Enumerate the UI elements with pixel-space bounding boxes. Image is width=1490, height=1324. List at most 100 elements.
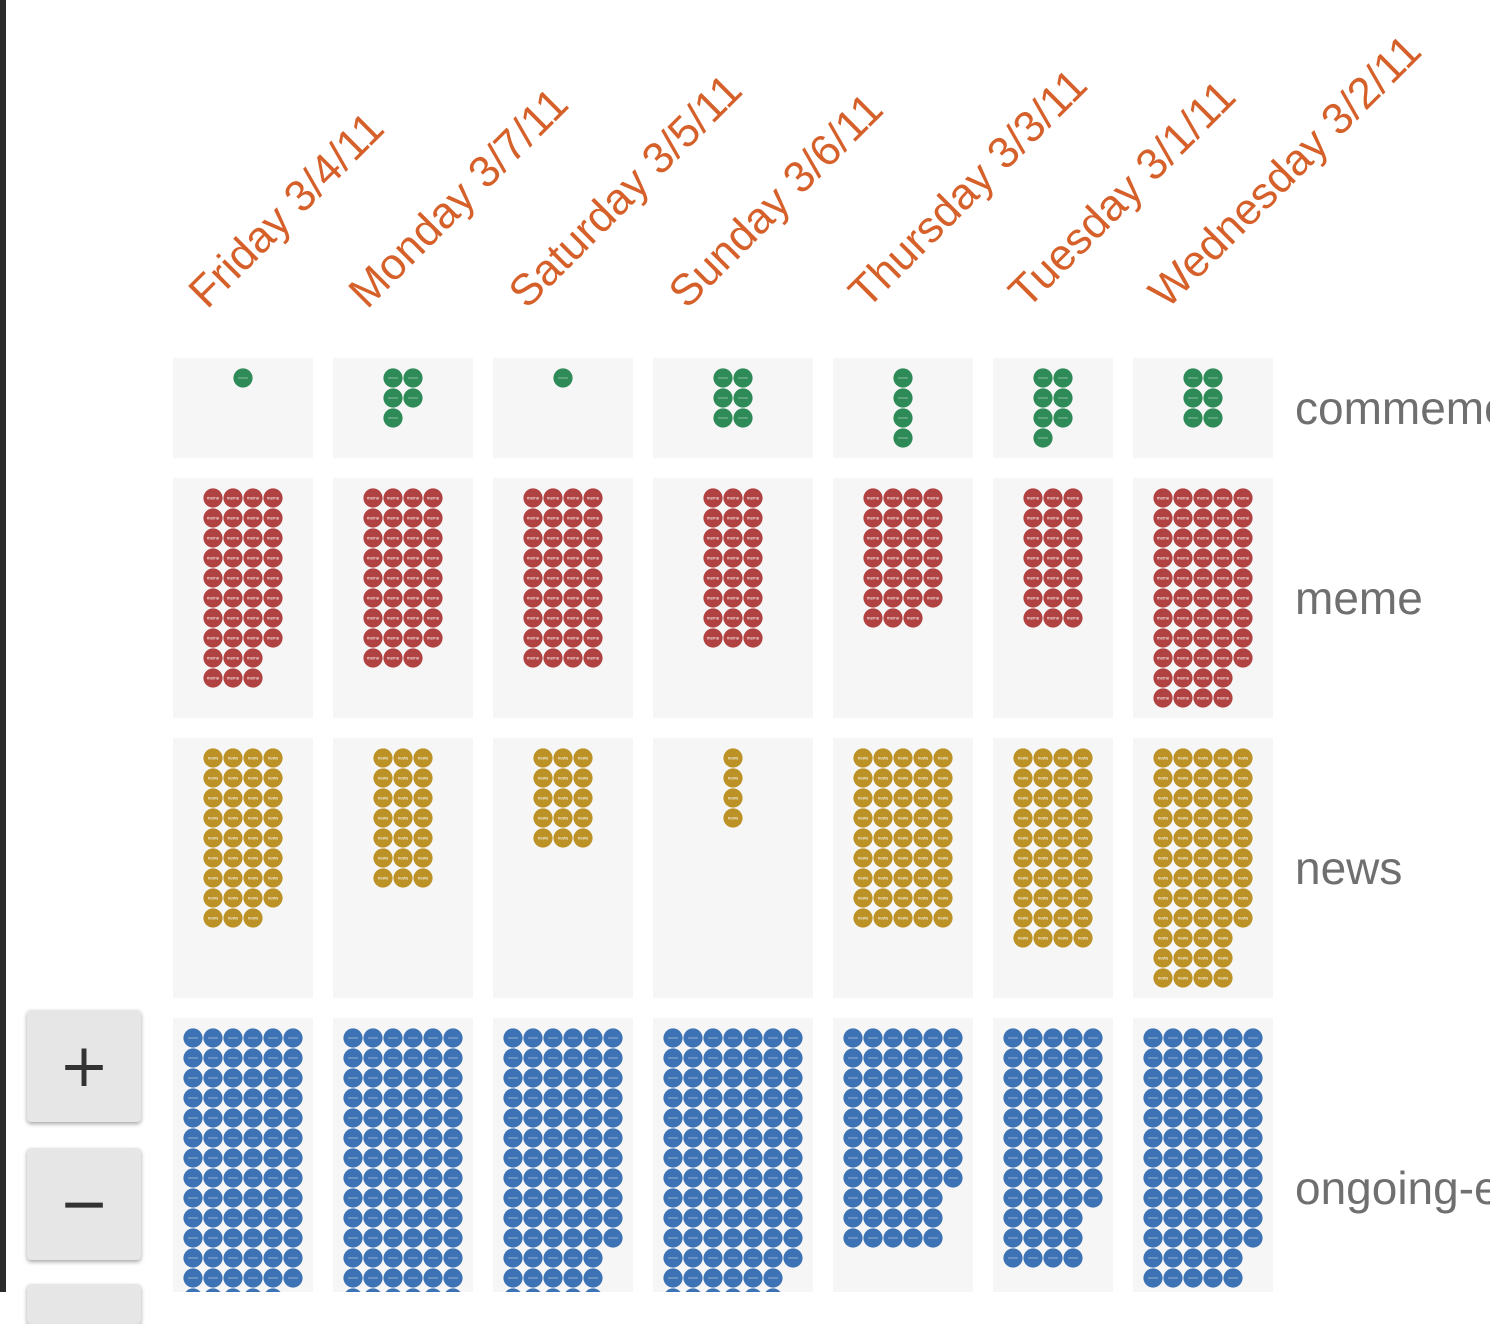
dot-meme[interactable] [883, 568, 903, 588]
dot-meme[interactable] [203, 648, 223, 668]
dot-meme[interactable] [1193, 508, 1213, 528]
dot-meme[interactable] [363, 588, 383, 608]
dot-news[interactable] [1233, 868, 1253, 888]
dot-meme[interactable] [563, 548, 583, 568]
dot-meme[interactable] [723, 568, 743, 588]
dot-meme[interactable] [223, 488, 243, 508]
zoom-in-button[interactable]: + [27, 1010, 141, 1122]
dot-meme[interactable] [543, 588, 563, 608]
dot-news[interactable] [553, 808, 573, 828]
dot-meme[interactable] [1213, 608, 1233, 628]
dot-news[interactable] [223, 768, 243, 788]
dot-meme[interactable] [563, 528, 583, 548]
dot-news[interactable] [1013, 828, 1033, 848]
dot-meme[interactable] [383, 508, 403, 528]
dot-news[interactable] [933, 908, 953, 928]
dot-news[interactable] [533, 768, 553, 788]
dot-meme[interactable] [743, 568, 763, 588]
dot-news[interactable] [1073, 868, 1093, 888]
dot-ongoing-event[interactable] [183, 1288, 202, 1292]
dot-news[interactable] [913, 848, 933, 868]
dot-meme[interactable] [203, 548, 223, 568]
dot-meme[interactable] [1213, 488, 1233, 508]
dot-news[interactable] [1153, 748, 1173, 768]
dot-news[interactable] [1173, 808, 1193, 828]
dot-ongoing-event[interactable] [203, 1288, 222, 1292]
dot-news[interactable] [893, 868, 913, 888]
dot-meme[interactable] [363, 508, 383, 528]
dot-news[interactable] [573, 768, 593, 788]
dot-meme[interactable] [1043, 588, 1063, 608]
dot-news[interactable] [223, 888, 243, 908]
dot-meme[interactable] [543, 628, 563, 648]
dot-meme[interactable] [1043, 608, 1063, 628]
dot-news[interactable] [1013, 888, 1033, 908]
dot-meme[interactable] [1023, 488, 1043, 508]
dot-meme[interactable] [543, 488, 563, 508]
dot-news[interactable] [1153, 888, 1173, 908]
dot-news[interactable] [1033, 928, 1053, 948]
dot-meme[interactable] [383, 608, 403, 628]
dot-ongoing-event[interactable] [223, 1288, 242, 1292]
dot-news[interactable] [1213, 948, 1233, 968]
dot-meme[interactable] [743, 588, 763, 608]
dot-meme[interactable] [923, 508, 943, 528]
dot-meme[interactable] [883, 548, 903, 568]
dot-meme[interactable] [703, 528, 723, 548]
dot-meme[interactable] [743, 548, 763, 568]
dot-meme[interactable] [403, 488, 423, 508]
dot-news[interactable] [1193, 808, 1213, 828]
dot-meme[interactable] [1153, 628, 1173, 648]
dot-news[interactable] [723, 788, 743, 808]
dot-meme[interactable] [423, 588, 443, 608]
dot-news[interactable] [1033, 788, 1053, 808]
dot-meme[interactable] [723, 608, 743, 628]
dot-meme[interactable] [523, 528, 543, 548]
dot-meme[interactable] [383, 588, 403, 608]
dot-news[interactable] [1153, 808, 1173, 828]
dot-meme[interactable] [403, 588, 423, 608]
dot-news[interactable] [913, 868, 933, 888]
dot-meme[interactable] [203, 508, 223, 528]
dot-meme[interactable] [583, 488, 603, 508]
dot-news[interactable] [1033, 868, 1053, 888]
dot-news[interactable] [723, 768, 743, 788]
dot-news[interactable] [1213, 848, 1233, 868]
dot-meme[interactable] [1213, 668, 1233, 688]
dot-news[interactable] [1033, 908, 1053, 928]
dot-news[interactable] [1013, 808, 1033, 828]
dot-meme[interactable] [543, 548, 563, 568]
dot-meme[interactable] [863, 528, 883, 548]
dot-news[interactable] [243, 848, 263, 868]
dot-meme[interactable] [243, 488, 263, 508]
dot-news[interactable] [1213, 748, 1233, 768]
dot-news[interactable] [1033, 808, 1053, 828]
dot-meme[interactable] [1173, 608, 1193, 628]
dot-news[interactable] [223, 908, 243, 928]
dot-meme[interactable] [1063, 528, 1083, 548]
dot-news[interactable] [1013, 748, 1033, 768]
dot-news[interactable] [1013, 908, 1033, 928]
dot-news[interactable] [413, 768, 433, 788]
dot-news[interactable] [913, 828, 933, 848]
dot-meme[interactable] [223, 568, 243, 588]
dot-news[interactable] [413, 788, 433, 808]
dot-meme[interactable] [863, 488, 883, 508]
dot-news[interactable] [203, 848, 223, 868]
dot-meme[interactable] [1213, 628, 1233, 648]
dot-news[interactable] [1153, 948, 1173, 968]
dot-meme[interactable] [1233, 608, 1253, 628]
dot-news[interactable] [413, 868, 433, 888]
dot-meme[interactable] [1173, 588, 1193, 608]
dot-meme[interactable] [263, 628, 283, 648]
dot-news[interactable] [1193, 968, 1213, 988]
dot-news[interactable] [873, 888, 893, 908]
dot-news[interactable] [1073, 748, 1093, 768]
dot-meme[interactable] [1063, 568, 1083, 588]
dot-news[interactable] [573, 808, 593, 828]
dot-meme[interactable] [223, 668, 243, 688]
dot-meme[interactable] [1193, 568, 1213, 588]
dot-meme[interactable] [1193, 548, 1213, 568]
dot-meme[interactable] [1153, 648, 1173, 668]
dot-news[interactable] [1213, 808, 1233, 828]
